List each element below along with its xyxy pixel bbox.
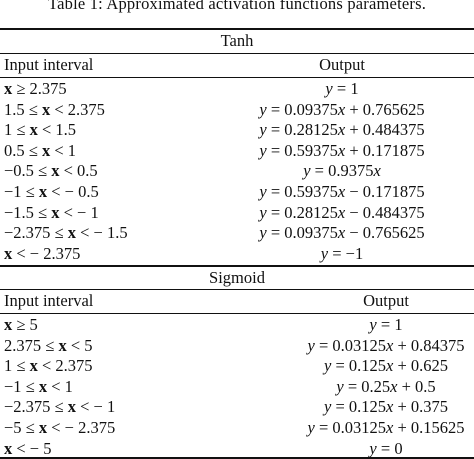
tanh-row: 1.5 ≤ x < 2.375 y = 0.09375x + 0.765625 — [0, 100, 474, 120]
tanh-row: −1.5 ≤ x < − 1 y = 0.28125x − 0.484375 — [0, 203, 474, 223]
table-caption: Table 1: Approximated activation functio… — [47, 0, 427, 13]
tanh-input-interval: −1.5 ≤ x < − 1 — [4, 202, 99, 222]
sigmoid-col-output: Output — [363, 291, 409, 310]
tanh-output-formula: y = 0.28125x + 0.484375 — [259, 120, 425, 140]
tanh-header-rule — [0, 77, 474, 78]
tanh-col-output: Output — [319, 55, 365, 74]
tanh-output-formula: y = 1 — [325, 79, 359, 98]
section-title-sigmoid: Sigmoid — [209, 268, 265, 287]
section-title-tanh: Tanh — [220, 31, 254, 50]
sigmoid-input-interval: −2.375 ≤ x < − 1 — [4, 397, 116, 417]
tanh-input-interval: 1 ≤ x < 1.5 — [4, 120, 76, 140]
tanh-output-formula: y = −1 — [320, 243, 364, 263]
bottom-rule — [0, 457, 474, 459]
tanh-input-interval: x < − 2.375 — [4, 243, 81, 263]
tanh-row: −0.5 ≤ x < 0.5 y = 0.9375x — [0, 161, 474, 181]
tanh-output-formula: y = 0.59375x − 0.171875 — [259, 182, 425, 201]
sigmoid-row: −1 ≤ x < 1 y = 0.25x + 0.5 — [0, 377, 474, 397]
sigmoid-header-rule — [0, 313, 474, 314]
tanh-row: 0.5 ≤ x < 1 y = 0.59375x + 0.171875 — [0, 141, 474, 161]
section-divider-rule — [0, 265, 474, 267]
sigmoid-input-interval: −1 ≤ x < 1 — [4, 376, 73, 396]
tanh-input-interval: 1.5 ≤ x < 2.375 — [4, 99, 105, 119]
sigmoid-row: 2.375 ≤ x < 5 y = 0.03125x + 0.84375 — [0, 336, 474, 356]
tanh-title-rule — [0, 53, 474, 54]
sigmoid-output-formula: y = 1 — [369, 315, 403, 334]
tanh-row: 1 ≤ x < 1.5 y = 0.28125x + 0.484375 — [0, 120, 474, 140]
tanh-row: −2.375 ≤ x < − 1.5 y = 0.09375x − 0.76562… — [0, 223, 474, 243]
tanh-output-formula: y = 0.09375x − 0.765625 — [259, 223, 425, 243]
sigmoid-col-input: Input interval — [4, 291, 94, 310]
tanh-input-interval: 0.5 ≤ x < 1 — [4, 140, 76, 160]
tanh-output-formula: y = 0.9375x — [303, 161, 381, 181]
tanh-row: −1 ≤ x < − 0.5 y = 0.59375x − 0.171875 — [0, 182, 474, 202]
sigmoid-input-interval: −5 ≤ x < − 2.375 — [4, 418, 116, 437]
tanh-output-formula: y = 0.09375x + 0.765625 — [259, 99, 425, 119]
sigmoid-row: x < − 5 y = 0 — [0, 439, 474, 459]
sigmoid-output-formula: y = 0 — [369, 438, 403, 458]
sigmoid-input-interval: 2.375 ≤ x < 5 — [4, 335, 93, 355]
sigmoid-input-interval: x < − 5 — [4, 438, 52, 458]
sigmoid-output-formula: y = 0.03125x + 0.15625 — [307, 418, 465, 437]
sigmoid-row: −5 ≤ x < − 2.375 y = 0.03125x + 0.15625 — [0, 418, 474, 438]
tanh-output-formula: y = 0.59375x + 0.171875 — [259, 140, 425, 160]
sigmoid-output-formula: y = 0.25x + 0.5 — [336, 376, 436, 396]
sigmoid-output-formula: y = 0.03125x + 0.84375 — [307, 335, 465, 355]
tanh-col-input: Input interval — [4, 55, 94, 74]
tanh-input-interval: −1 ≤ x < − 0.5 — [4, 182, 99, 201]
sigmoid-header-row: Input interval Output — [0, 291, 474, 311]
sigmoid-output-formula: y = 0.125x + 0.375 — [323, 397, 449, 417]
tanh-input-interval: −0.5 ≤ x < 0.5 — [4, 161, 98, 181]
tanh-header-row: Input interval Output — [0, 55, 474, 75]
sigmoid-output-formula: y = 0.125x + 0.625 — [323, 356, 449, 376]
sigmoid-row: x ≥ 5 y = 1 — [0, 315, 474, 335]
tanh-row: x < − 2.375 y = −1 — [0, 244, 474, 264]
tanh-row: x ≥ 2.375 y = 1 — [0, 79, 474, 99]
sigmoid-input-interval: x ≥ 5 — [4, 315, 38, 334]
tanh-output-formula: y = 0.28125x − 0.484375 — [259, 202, 425, 222]
sigmoid-title-rule — [0, 289, 474, 290]
sigmoid-row: 1 ≤ x < 2.375 y = 0.125x + 0.625 — [0, 356, 474, 376]
sigmoid-row: −2.375 ≤ x < − 1 y = 0.125x + 0.375 — [0, 397, 474, 417]
top-rule — [0, 28, 474, 30]
sigmoid-input-interval: 1 ≤ x < 2.375 — [4, 356, 93, 376]
tanh-input-interval: −2.375 ≤ x < − 1.5 — [4, 223, 128, 243]
tanh-input-interval: x ≥ 2.375 — [4, 79, 67, 98]
